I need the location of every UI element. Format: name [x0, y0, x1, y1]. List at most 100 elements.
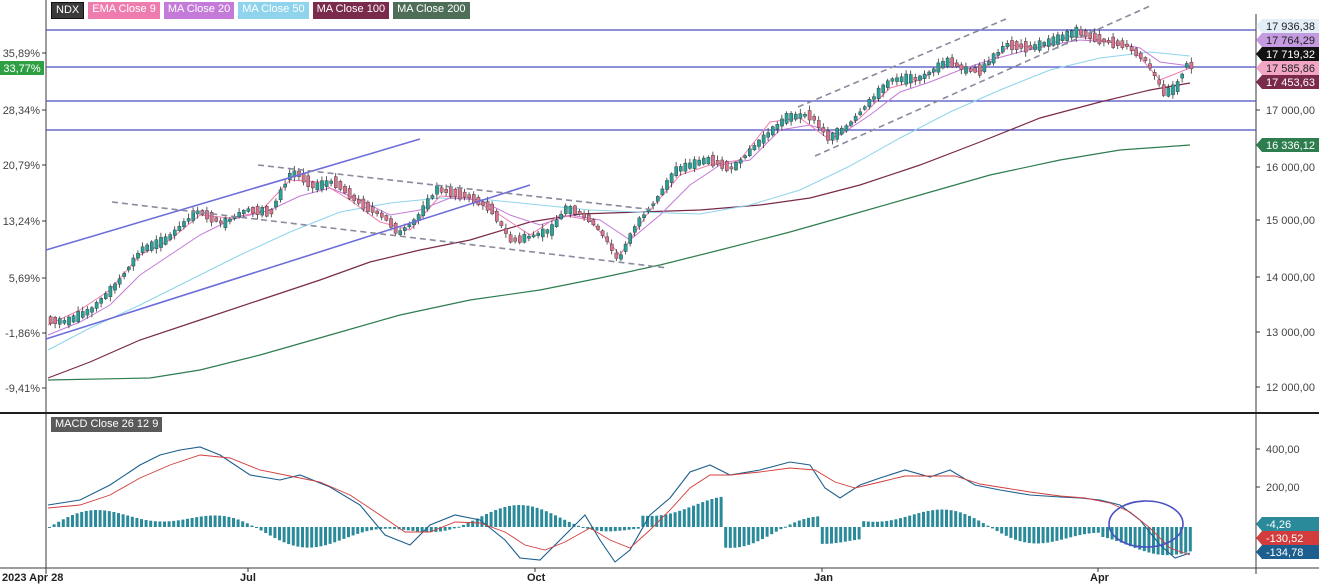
macd-hist-bar: [1083, 527, 1086, 535]
candle: [651, 203, 655, 206]
macd-hist-bar: [48, 527, 51, 528]
left-axis-tick-label: -1,86%: [5, 328, 40, 340]
candle: [1134, 48, 1138, 56]
macd-hist-bar: [664, 514, 668, 527]
candle: [628, 233, 632, 244]
candle: [853, 115, 858, 121]
macd-hist-bar: [526, 505, 530, 527]
left-axis-tick-label: 20,79%: [3, 160, 41, 172]
candle: [996, 52, 1000, 56]
macd-hist-bar: [1142, 527, 1146, 552]
candle: [1120, 40, 1125, 48]
candle: [53, 317, 57, 324]
candle: [62, 320, 67, 324]
macd-hist-bar: [1087, 527, 1091, 534]
candle: [987, 61, 991, 65]
macd-hist-bar: [236, 519, 240, 527]
macd-hist-bar: [324, 527, 327, 546]
candle: [559, 213, 563, 220]
legend-symbol[interactable]: NDX: [51, 2, 85, 19]
candle: [85, 309, 90, 316]
macd-hist-bar: [489, 511, 493, 527]
left-axis-tick-label: 5,69%: [9, 273, 40, 285]
macd-hist-bar: [328, 527, 332, 544]
candle: [357, 199, 361, 204]
macd-hist-bar: [1179, 527, 1183, 554]
macd-tag: [1256, 545, 1319, 559]
macd-hist-bar: [774, 527, 778, 532]
candle: [899, 76, 904, 83]
macd-hist-bar: [940, 509, 944, 527]
macd-hist-bar: [655, 515, 659, 527]
macd-hist-bar: [186, 518, 189, 527]
macd-hist-bar: [613, 527, 617, 532]
macd-hist-bar: [834, 527, 838, 544]
candle: [311, 181, 315, 189]
candle: [485, 201, 490, 211]
candle: [1161, 84, 1166, 96]
macd-hist-bar: [549, 513, 553, 527]
candle: [407, 224, 412, 228]
candle: [1019, 43, 1023, 49]
macd-hist-bar: [1119, 527, 1123, 543]
candle: [577, 211, 582, 215]
candle: [720, 159, 724, 169]
candle: [490, 203, 495, 215]
candle: [766, 132, 770, 138]
candle: [706, 157, 711, 165]
macd-hist-bar: [305, 527, 309, 548]
candle: [531, 234, 536, 238]
macd-hist-bar: [498, 508, 502, 527]
macd-hist-bar: [213, 515, 217, 527]
legend-ma100[interactable]: MA Close 100: [312, 2, 390, 19]
candle: [1069, 30, 1074, 38]
legend-ema9[interactable]: EMA Close 9: [88, 2, 160, 19]
macd-hist-bar: [158, 521, 162, 527]
macd-hist-bar: [669, 513, 672, 527]
candle: [748, 148, 752, 156]
candle: [241, 209, 246, 214]
candle: [508, 234, 513, 243]
candle: [1166, 87, 1171, 97]
macd-hist-bar: [356, 527, 360, 534]
candle: [1056, 34, 1060, 45]
macd-hist-bar: [995, 527, 999, 532]
macd-hist-bar: [494, 510, 498, 527]
macd-hist-bar: [641, 515, 645, 527]
macd-hist-bar: [728, 527, 732, 548]
candle: [1175, 81, 1180, 92]
candle: [1060, 34, 1065, 41]
macd-hist-bar: [287, 527, 291, 545]
candle: [587, 214, 591, 222]
legend-ma200[interactable]: MA Close 200: [393, 2, 470, 19]
macd-hist-bar: [393, 527, 396, 529]
macd-hist-bar: [508, 505, 511, 527]
macd-hist-bar: [1037, 527, 1040, 544]
macd-hist-bar: [144, 519, 148, 527]
candle: [876, 87, 881, 99]
macd-hist-bar: [609, 527, 613, 532]
macd-hist-bar: [365, 527, 369, 532]
candle: [591, 219, 596, 225]
candle: [927, 71, 931, 76]
right-axis-tick-label: 16 000,00: [1266, 162, 1315, 174]
candle: [1180, 73, 1184, 79]
ma100-line: [47, 82, 1191, 379]
candle: [458, 188, 462, 200]
candle: [103, 293, 108, 299]
candle: [697, 159, 701, 166]
macd-tag-label: -130,52: [1266, 533, 1303, 545]
legend-ma50[interactable]: MA Close 50: [238, 2, 309, 19]
macd-hist-bar: [871, 521, 875, 527]
candle: [58, 318, 62, 325]
macd-hist-bar: [531, 506, 534, 527]
legend-ma20[interactable]: MA Close 20: [163, 2, 235, 19]
candle: [807, 110, 812, 121]
candle: [541, 228, 545, 238]
price-tag-label: 16 336,12: [1266, 140, 1315, 152]
candle: [904, 73, 908, 85]
macd-legend[interactable]: MACD Close 26 12 9: [51, 417, 163, 432]
candle: [964, 66, 968, 74]
candle: [71, 315, 76, 323]
candle: [817, 120, 821, 128]
